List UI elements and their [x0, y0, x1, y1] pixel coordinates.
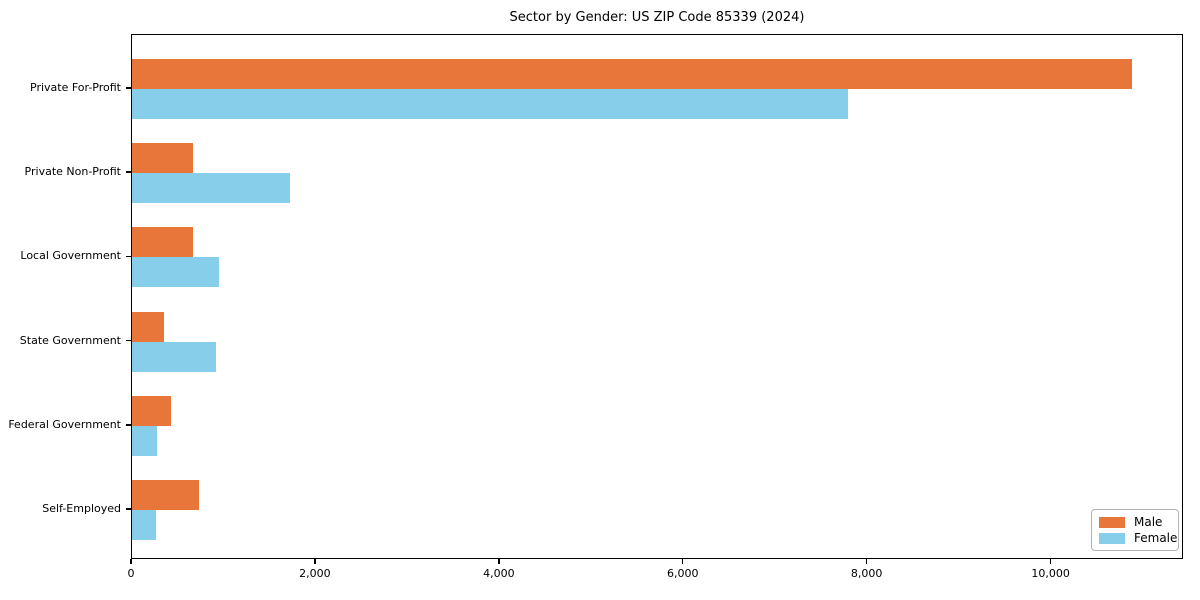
y-tick-mark-0	[126, 87, 131, 89]
bar-female-5	[132, 510, 156, 540]
bar-male-0	[132, 59, 1133, 89]
x-tick-label-4: 8,000	[850, 567, 883, 580]
y-tick-label-1: Private Non-Profit	[24, 165, 121, 179]
y-tick-mark-3	[126, 339, 131, 342]
bar-female-2	[132, 257, 220, 288]
x-tick-label-1: 2,000	[299, 567, 331, 580]
y-tick-label-2: Local Government	[20, 249, 121, 263]
y-tick-label-4: Federal Government	[8, 417, 121, 431]
bar-female-1	[132, 173, 290, 204]
legend-label-female: Female	[1134, 530, 1178, 545]
bar-male-1	[132, 143, 193, 174]
bar-male-5	[132, 480, 199, 510]
x-tick-mark-5	[1049, 559, 1052, 564]
y-tick-mark-4	[126, 424, 131, 426]
x-tick-mark-1	[314, 559, 316, 564]
plot-area	[131, 34, 1183, 559]
bar-female-0	[132, 89, 848, 119]
x-tick-mark-0	[130, 559, 132, 564]
x-tick-label-5: 10,000	[1031, 567, 1070, 580]
bar-female-4	[132, 425, 157, 456]
legend-item-male: Male	[1099, 514, 1171, 529]
x-tick-label-0: 0	[127, 567, 135, 580]
legend: Male Female	[1091, 509, 1179, 551]
y-tick-label-5: Self-Employed	[42, 502, 121, 515]
bar-male-2	[132, 227, 193, 258]
y-tick-mark-2	[126, 255, 131, 258]
y-tick-mark-5	[126, 508, 131, 510]
legend-label-male: Male	[1134, 514, 1163, 529]
y-tick-mark-1	[126, 171, 131, 173]
y-tick-label-3: State Government	[19, 333, 121, 347]
x-tick-label-2: 4,000	[483, 567, 515, 580]
chart-title: Sector by Gender: US ZIP Code 85339 (202…	[509, 10, 805, 25]
male-swatch	[1099, 516, 1125, 528]
bar-female-3	[132, 341, 216, 372]
x-tick-label-3: 6,000	[666, 567, 699, 580]
female-swatch	[1099, 532, 1125, 544]
x-tick-mark-4	[865, 559, 868, 564]
bar-male-4	[132, 395, 171, 426]
y-tick-label-0: Private For-Profit	[30, 81, 121, 94]
x-tick-mark-2	[498, 559, 500, 564]
x-tick-mark-3	[681, 559, 684, 564]
bar-male-3	[132, 311, 165, 342]
legend-item-female: Female	[1099, 531, 1177, 545]
